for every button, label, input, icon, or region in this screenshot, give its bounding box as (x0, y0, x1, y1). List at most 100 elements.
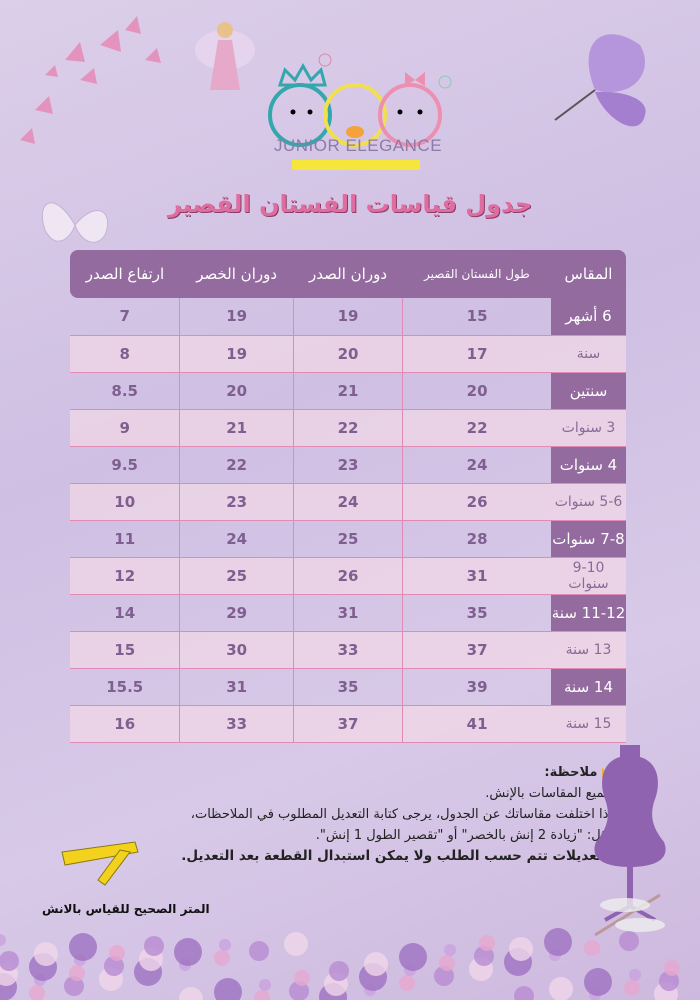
table-row: 11-12 سنة 35 31 29 14 (70, 594, 626, 632)
flower (294, 970, 310, 986)
chest-cell: 19 (292, 298, 403, 336)
notes-section: ◣ ملاحظة: جميع المقاسات بالإنش. إذا اختل… (181, 762, 612, 867)
table-row: 14 سنة 39 35 31 15.5 (70, 668, 626, 706)
table-row: 5-6 سنوات 26 24 23 10 (70, 483, 626, 521)
flower (664, 960, 680, 976)
table-row: 13 سنة 37 33 30 15 (70, 631, 626, 669)
size-chart-table: المقاس طول الفستان القصير دوران الصدر دو… (70, 250, 626, 743)
waist-cell: 30 (179, 631, 294, 669)
size-cell: 5-6 سنوات (551, 483, 626, 521)
flower (0, 934, 6, 946)
flower (444, 944, 456, 956)
size-cell: 13 سنة (551, 631, 626, 669)
dress-length-cell: 39 (402, 668, 551, 706)
chest-cell: 26 (292, 557, 403, 595)
dress-length-cell: 20 (402, 372, 551, 410)
waist-cell: 33 (179, 705, 294, 743)
flower (509, 937, 533, 961)
chest-cell: 33 (292, 631, 403, 669)
fairy-decoration (195, 22, 255, 90)
flower (399, 975, 415, 991)
flower (144, 936, 164, 956)
flower (479, 935, 495, 951)
tape-label: المتر الصحيح للقياس بالانش (42, 902, 210, 916)
flower (399, 943, 427, 971)
pink-butterflies-decoration (20, 16, 161, 144)
notes-heading: ملاحظة: (544, 765, 598, 780)
waist-cell: 22 (179, 446, 294, 484)
purple-butterfly-decoration (554, 34, 646, 127)
note-line: إذا اختلفت مقاساتك عن الجدول، يرجى كتابة… (190, 807, 612, 822)
chest-cell: 20 (292, 335, 403, 373)
chest-height-cell: 12 (70, 557, 180, 595)
table-row: 6 أشهر 15 19 19 7 (70, 298, 626, 336)
waist-cell: 19 (179, 298, 294, 336)
chest-cell: 22 (292, 409, 403, 447)
flower (0, 951, 19, 971)
header-dress-length: طول الفستان القصير (402, 250, 551, 298)
brand-name: JUNIOR ELEGANCE (273, 136, 443, 155)
flower (549, 977, 573, 1000)
chest-height-cell: 14 (70, 594, 180, 632)
table-row: سنتين 20 21 20 8.5 (70, 372, 626, 410)
chest-height-cell: 15.5 (70, 668, 180, 706)
chest-height-cell: 11 (70, 520, 180, 558)
chest-height-cell: 10 (70, 483, 180, 521)
flower (249, 941, 269, 961)
chest-cell: 31 (292, 594, 403, 632)
flower (69, 965, 85, 981)
size-cell: 11-12 سنة (551, 594, 626, 632)
waist-cell: 24 (179, 520, 294, 558)
flower (584, 968, 612, 996)
flower (629, 969, 641, 981)
flower (659, 971, 679, 991)
flower (364, 952, 388, 976)
brand-tagline-strip (292, 160, 420, 170)
flower (259, 979, 271, 991)
size-cell: 15 سنة (551, 705, 626, 743)
flower (254, 990, 270, 1000)
dress-length-cell: 22 (402, 409, 551, 447)
chest-height-cell: 9.5 (70, 446, 180, 484)
table-row: 3 سنوات 22 22 21 9 (70, 409, 626, 447)
flower (214, 978, 242, 1000)
size-cell: 14 سنة (551, 668, 626, 706)
waist-cell: 19 (179, 335, 294, 373)
table-row: 9-10 سنوات 31 26 25 12 (70, 557, 626, 595)
chest-cell: 23 (292, 446, 403, 484)
chest-height-cell: 9 (70, 409, 180, 447)
chest-height-cell: 8 (70, 335, 180, 373)
chest-cell: 37 (292, 705, 403, 743)
flower (619, 931, 639, 951)
flower (179, 987, 203, 1000)
table-row: سنة 17 20 19 8 (70, 335, 626, 373)
white-butterfly-decoration (41, 202, 109, 243)
flower (109, 945, 125, 961)
chest-height-cell: 8.5 (70, 372, 180, 410)
flower (34, 942, 58, 966)
flower (104, 956, 124, 976)
dress-length-cell: 24 (402, 446, 551, 484)
flower (69, 933, 97, 961)
flower (439, 955, 455, 971)
flower (29, 985, 45, 1000)
header-size: المقاس (551, 250, 626, 298)
dress-length-cell: 28 (402, 520, 551, 558)
flower (329, 961, 349, 981)
flower (584, 940, 600, 956)
chest-height-cell: 16 (70, 705, 180, 743)
flower (174, 938, 202, 966)
dress-length-cell: 41 (402, 705, 551, 743)
waist-cell: 21 (179, 409, 294, 447)
flower (289, 981, 309, 1000)
flower (284, 932, 308, 956)
waist-cell: 25 (179, 557, 294, 595)
flower (474, 946, 494, 966)
waist-cell: 20 (179, 372, 294, 410)
chest-cell: 25 (292, 520, 403, 558)
brand-logo (268, 53, 452, 147)
size-cell: 9-10 سنوات (551, 557, 626, 595)
header-waist: دوران الخصر (179, 250, 294, 298)
table-row: 15 سنة 41 37 33 16 (70, 705, 626, 743)
dress-length-cell: 17 (402, 335, 551, 373)
